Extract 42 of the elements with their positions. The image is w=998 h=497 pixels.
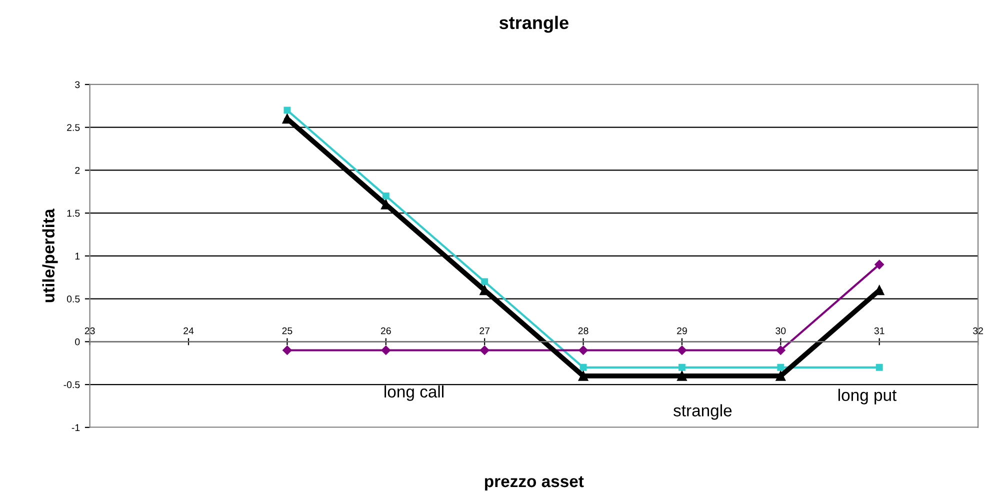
x-tick-label: 29: [677, 327, 687, 334]
x-tick-label: 30: [776, 327, 786, 334]
y-tick-label: 1: [75, 252, 80, 260]
point: [777, 364, 784, 371]
x-tick-label: 26: [380, 327, 391, 334]
point: [776, 371, 786, 381]
annotation: long call: [384, 385, 444, 401]
point: [381, 346, 391, 355]
point: [776, 346, 786, 355]
x-axis-title: prezzo asset: [485, 476, 584, 491]
y-tick-label: 1.5: [67, 210, 80, 217]
x-tick-label: 24: [184, 327, 194, 334]
point: [480, 346, 490, 355]
point: [678, 364, 686, 371]
y-tick-label: 0.5: [66, 296, 80, 302]
point: [578, 371, 588, 381]
point: [282, 346, 292, 355]
y-tick-label: 3: [75, 81, 80, 88]
y-tick-label: 0: [75, 338, 80, 346]
annotation: long put: [838, 388, 897, 404]
point: [382, 192, 390, 200]
y-tick-label: 2: [75, 166, 80, 174]
x-tick-label: 25: [282, 327, 292, 334]
x-tick-label: 31: [874, 327, 884, 334]
x-tick-label: 32: [973, 327, 983, 334]
y-tick-label: -1: [72, 424, 80, 431]
y-axis-title: utile/perdita: [42, 208, 58, 302]
point: [578, 346, 588, 355]
point: [677, 346, 687, 355]
y-tick-label: 2.5: [67, 124, 80, 131]
x-tick-label: 23: [84, 327, 95, 334]
y-tick-label: -0.5: [64, 381, 80, 388]
point: [580, 364, 587, 371]
point: [876, 364, 883, 371]
annotation: strangle: [674, 404, 732, 420]
x-tick-label: 28: [578, 327, 588, 334]
point: [481, 278, 488, 286]
x-tick-label: 27: [480, 327, 490, 334]
point: [874, 260, 884, 270]
chart-title: strangle: [499, 16, 568, 33]
point: [677, 371, 687, 381]
point: [284, 106, 291, 114]
